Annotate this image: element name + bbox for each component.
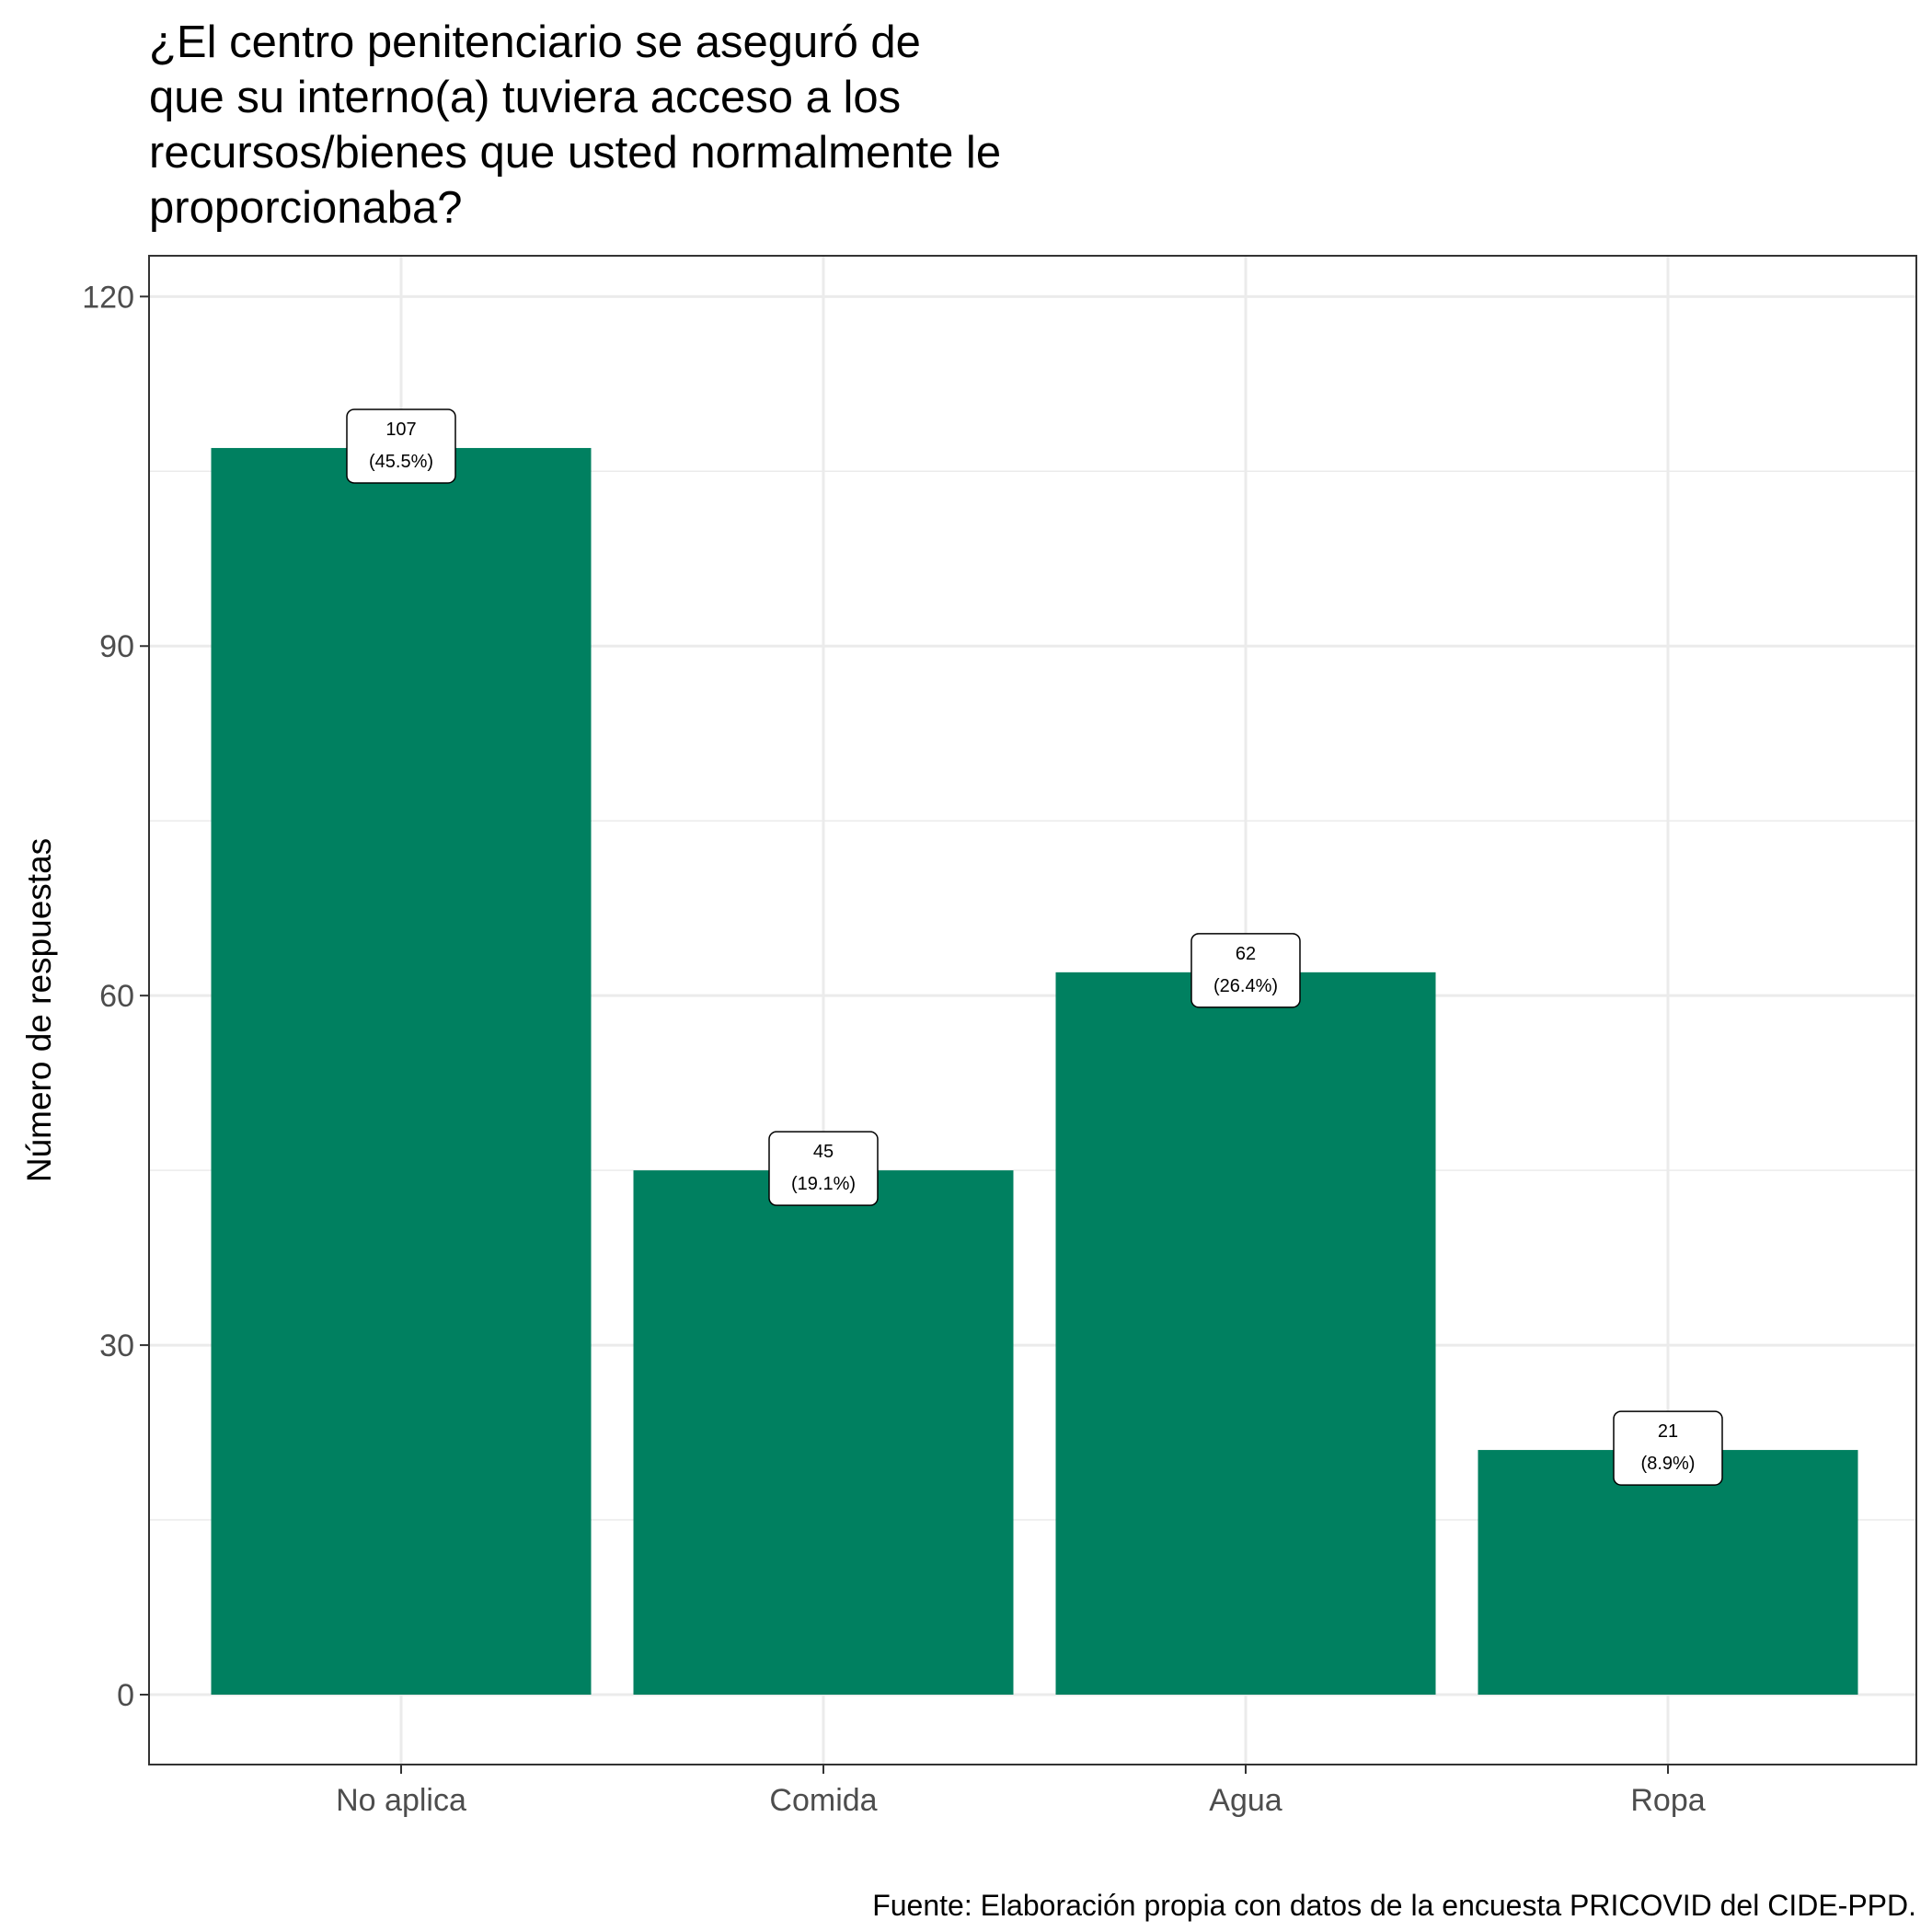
y-axis-title: Número de respuestas	[20, 838, 58, 1182]
data-label-value: 107	[385, 420, 416, 440]
data-label: 45 (19.1%)	[768, 1131, 879, 1206]
data-label-box	[1613, 1410, 1723, 1486]
x-axis: No aplica Comida Agua Ropa	[336, 1765, 1706, 1818]
bars	[211, 447, 1858, 1696]
y-tick-label: 30	[99, 1328, 134, 1363]
data-label: 62 (26.4%)	[1190, 933, 1301, 1008]
y-axis: 0 30 60 90 120	[82, 280, 149, 1713]
x-tick-label: Agua	[1209, 1783, 1282, 1818]
bar	[211, 447, 592, 1696]
data-label-box	[346, 408, 456, 484]
y-tick-label: 0	[117, 1678, 134, 1713]
data-label: 107 (45.5%)	[346, 408, 456, 484]
data-label-percent: (19.1%)	[791, 1174, 856, 1194]
source-caption: Fuente: Elaboración propia con datos de …	[872, 1889, 1916, 1922]
bar	[633, 1170, 1014, 1696]
data-label-box	[768, 1131, 879, 1206]
data-label-value: 62	[1236, 944, 1256, 964]
x-tick-label: No aplica	[336, 1783, 466, 1818]
data-label-percent: (26.4%)	[1213, 976, 1278, 996]
title-line-1: ¿El centro penitenciario se aseguró de	[149, 17, 921, 67]
y-tick-label: 90	[99, 629, 134, 664]
y-tick-label: 60	[99, 979, 134, 1014]
data-label-percent: (45.5%)	[369, 452, 433, 472]
chart-title: ¿El centro penitenciario se aseguró de q…	[149, 17, 1001, 233]
title-line-3: recursos/bienes que usted normalmente le	[149, 128, 1001, 178]
title-line-4: proporcionaba?	[149, 183, 463, 233]
data-labels: 107 (45.5%) 45 (19.1%) 62 (26.4%) 21 (8.9%)	[346, 408, 1723, 1486]
bar	[1055, 972, 1436, 1696]
data-label-value: 21	[1658, 1421, 1678, 1442]
data-label-value: 45	[813, 1142, 834, 1162]
bar	[1478, 1450, 1858, 1696]
data-label-box	[1190, 933, 1301, 1008]
title-line-2: que su interno(a) tuviera acceso a los	[149, 73, 901, 122]
plot-panel-border	[148, 255, 1917, 1765]
x-tick-label: Comida	[769, 1783, 877, 1818]
x-tick-label: Ropa	[1630, 1783, 1705, 1818]
data-label: 21 (8.9%)	[1613, 1410, 1723, 1486]
y-tick-label: 120	[82, 280, 134, 315]
data-label-percent: (8.9%)	[1641, 1454, 1696, 1474]
